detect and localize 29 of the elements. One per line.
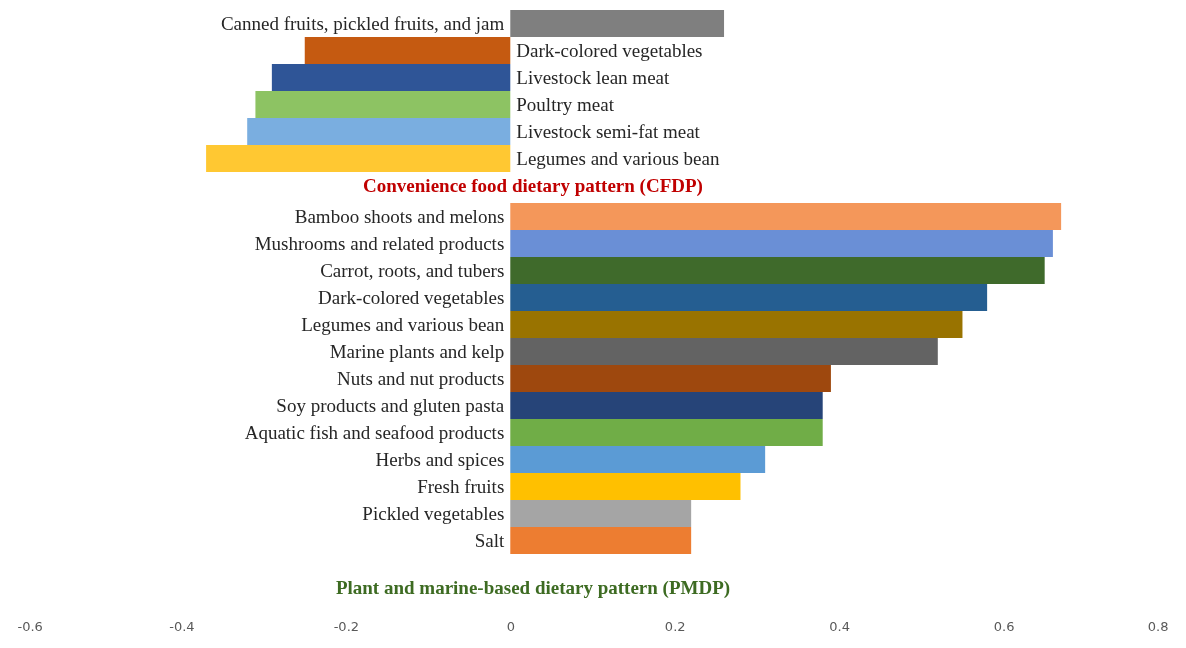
x-tick-label: 0.2: [664, 618, 686, 634]
category-label: Canned fruits, pickled fruits, and jam: [220, 12, 505, 34]
x-tick-label: 0.8: [1147, 618, 1169, 634]
x-tick-label: -0.2: [333, 618, 360, 634]
x-tick-label: 0.4: [829, 618, 850, 634]
y-tick-label: Aquatic fish and seafood products: [244, 421, 505, 443]
category-label: Dark-colored vegetables: [516, 39, 703, 61]
category-label: Poultry meat: [516, 93, 614, 115]
x-tick-label: 0.6: [993, 618, 1015, 634]
y-tick-label: Bamboo shoots and melons: [294, 205, 505, 227]
text: Plant and marine-based dietary pattern (PMDP): [335, 577, 731, 599]
category-label: Legumes and various bean: [516, 147, 720, 169]
text: Convenience food dietary pattern (CFDP): [363, 175, 703, 197]
x-tick-label: -0.6: [17, 618, 43, 634]
y-tick-label: Salt: [474, 529, 505, 551]
y-tick-label: Pickled vegetables: [362, 502, 505, 524]
y-tick-label: Soy products and gluten pasta: [276, 394, 505, 416]
y-tick-label: Marine plants and kelp: [329, 340, 505, 362]
y-tick-label: Carrot, roots, and tubers: [320, 259, 505, 281]
y-tick-label: Mushrooms and related products: [254, 232, 505, 254]
y-tick-label: Herbs and spices: [375, 448, 505, 470]
y-tick-label: Legumes and various bean: [301, 313, 505, 335]
category-label: Livestock semi-fat meat: [516, 120, 700, 142]
x-tick-label: 0: [506, 618, 515, 634]
y-tick-label: Fresh fruits: [417, 475, 505, 497]
category-label: Livestock lean meat: [516, 66, 670, 88]
x-tick-label: -0.4: [169, 618, 195, 634]
y-tick-label: Nuts and nut products: [336, 367, 505, 389]
y-tick-label: Dark-colored vegetables: [318, 286, 505, 308]
